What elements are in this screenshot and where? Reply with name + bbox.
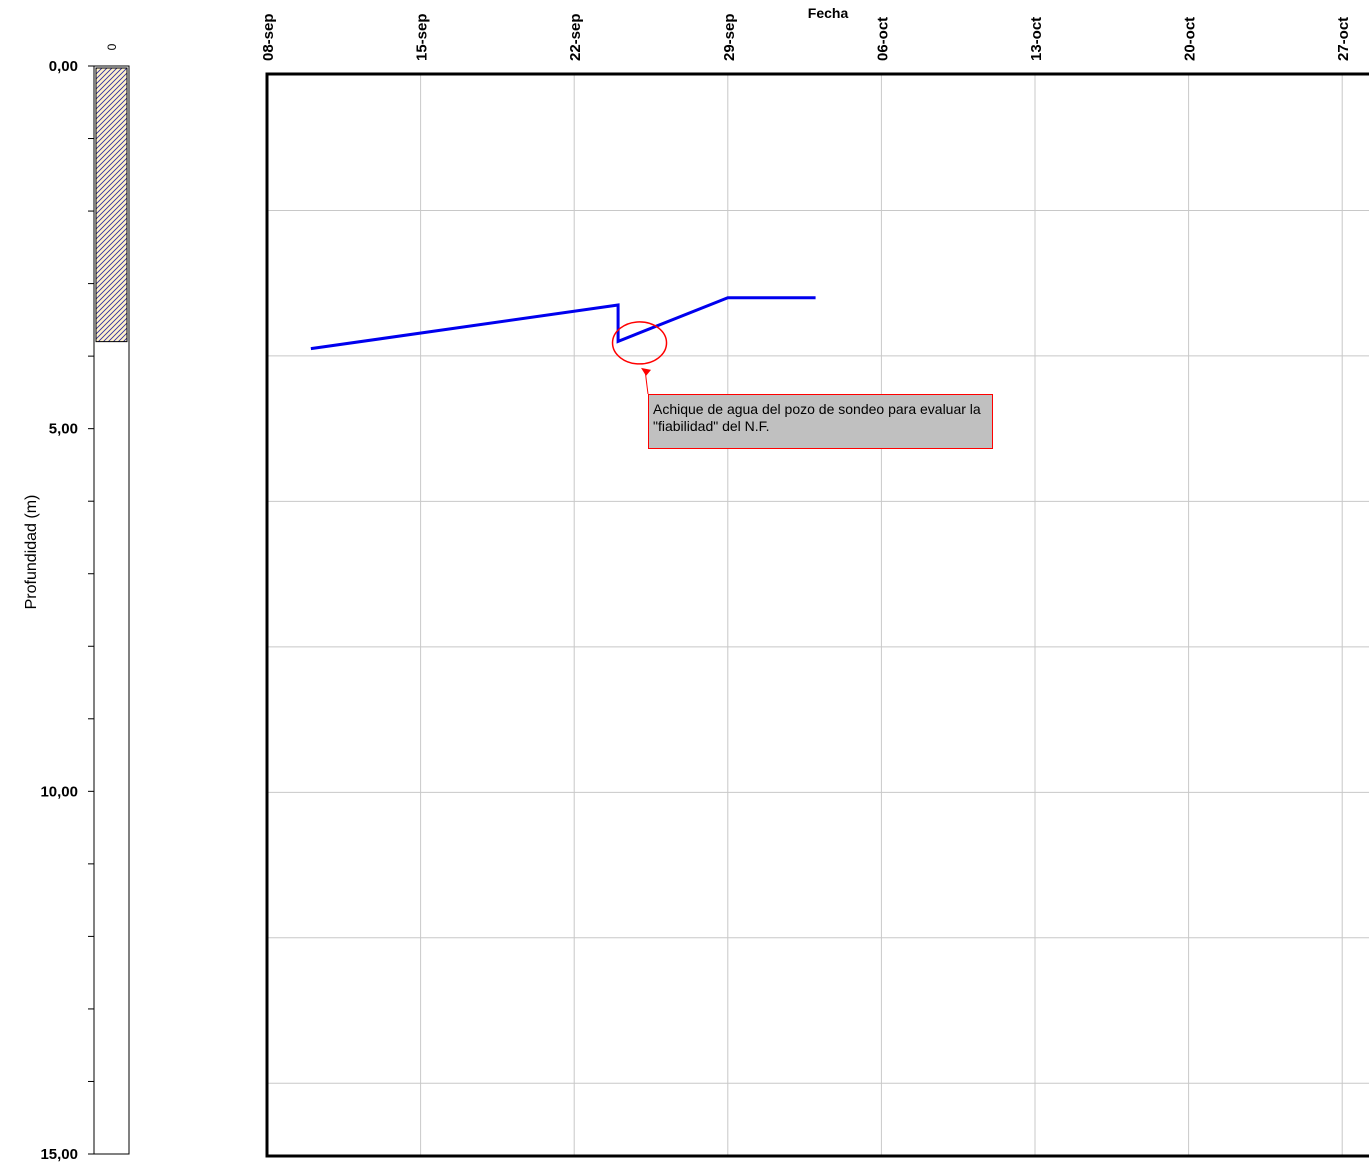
date-tick-label: 22-sep	[567, 13, 584, 61]
soil-layer	[95, 67, 128, 343]
date-tick-label: 13-oct	[1028, 17, 1045, 61]
depth-tick-label: 15,00	[40, 1146, 78, 1163]
date-tick-label: 15-sep	[414, 13, 431, 61]
column-label: 0	[105, 43, 119, 50]
annotation-arrowhead	[641, 367, 652, 376]
date-tick-label: 06-oct	[874, 17, 891, 61]
x-axis-title: Fecha	[808, 5, 849, 21]
plot-frame	[265, 72, 1369, 1158]
borehole-column: 0,00 5,00 10,00 15,00 0 Profundidad (m)	[23, 43, 130, 1163]
annotation-circle	[611, 321, 668, 365]
depth-tick-label: 10,00	[40, 783, 78, 800]
depth-tick-label: 0,00	[49, 58, 78, 75]
water-level-chart: 08-sep 15-sep 22-sep 29-sep 06-oct 13-oct 20-o…	[260, 5, 1369, 1158]
water-level-line	[310, 296, 816, 351]
annotation-box: Achique de agua del pozo de sondeo para …	[648, 394, 993, 449]
date-tick-label: 27-oct	[1335, 17, 1352, 61]
y-axis-label: Profundidad (m)	[23, 495, 40, 610]
date-tick-label: 08-sep	[260, 13, 277, 61]
date-tick-label: 20-oct	[1182, 17, 1199, 61]
depth-tick-label: 5,00	[49, 421, 78, 438]
date-tick-label: 29-sep	[721, 13, 738, 61]
